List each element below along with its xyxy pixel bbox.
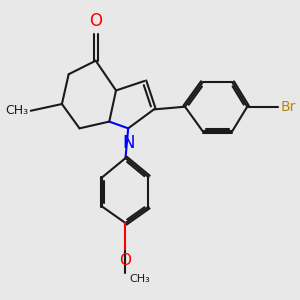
- Text: CH₃: CH₃: [130, 274, 150, 284]
- Text: N: N: [122, 134, 134, 152]
- Text: CH₃: CH₃: [5, 104, 28, 117]
- Text: Br: Br: [280, 100, 296, 114]
- Text: O: O: [89, 12, 102, 30]
- Text: O: O: [119, 253, 131, 268]
